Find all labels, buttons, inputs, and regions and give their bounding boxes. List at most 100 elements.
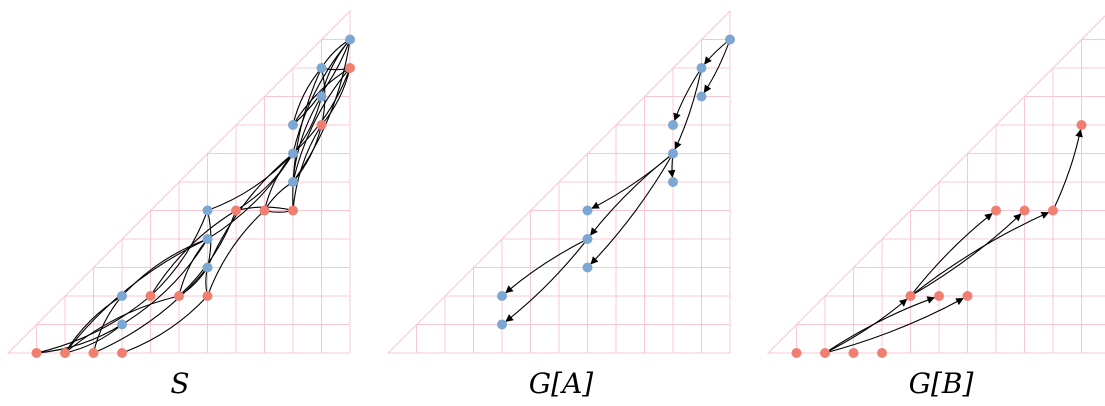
- blue-node: [202, 262, 213, 273]
- edge: [591, 153, 674, 209]
- blue-node: [696, 63, 707, 73]
- blue-node: [345, 34, 355, 45]
- edge: [206, 210, 265, 297]
- panel-s: [6, 9, 355, 358]
- red-node: [145, 291, 156, 301]
- red-node: [288, 205, 298, 216]
- red-node: [259, 205, 270, 216]
- edge: [590, 153, 674, 265]
- edge: [235, 153, 294, 211]
- triangle-outline: [766, 15, 1105, 354]
- red-node: [231, 205, 241, 216]
- blue-node: [316, 63, 327, 73]
- red-node: [88, 348, 99, 358]
- red-node: [934, 291, 944, 301]
- edge: [121, 238, 208, 297]
- red-node: [991, 205, 1001, 216]
- edge: [704, 39, 731, 65]
- edge: [824, 296, 936, 354]
- blue-node: [582, 205, 593, 216]
- red-node: [60, 348, 70, 358]
- panel-g-b: [766, 15, 1105, 358]
- grid: [416, 39, 730, 353]
- edge: [674, 67, 703, 150]
- edge: [321, 67, 351, 126]
- blue-node: [117, 291, 127, 301]
- edge: [703, 39, 731, 93]
- edge: [64, 295, 180, 354]
- red-node: [1048, 205, 1058, 216]
- grid: [36, 39, 350, 353]
- caption-g-b: G[B]: [909, 367, 974, 400]
- caption-g-a: G[A]: [529, 367, 594, 400]
- edge: [292, 124, 322, 211]
- edge: [292, 96, 322, 183]
- edge: [36, 324, 123, 354]
- blue-node: [288, 177, 298, 187]
- triangle-outline: [6, 9, 351, 354]
- edge: [64, 324, 123, 354]
- red-node: [848, 348, 859, 358]
- red-node: [820, 348, 830, 358]
- blue-node: [668, 148, 678, 159]
- edge: [64, 295, 123, 354]
- red-node: [117, 348, 127, 358]
- blue-node: [582, 262, 593, 273]
- triangle-outline: [386, 9, 731, 354]
- edge: [590, 153, 674, 236]
- edge: [36, 295, 151, 354]
- edge: [505, 238, 588, 322]
- grid: [796, 39, 1105, 353]
- edge: [910, 213, 1022, 297]
- edge: [207, 153, 294, 212]
- red-node: [791, 348, 802, 358]
- blue-node: [668, 177, 678, 187]
- edge: [64, 238, 208, 354]
- edge: [150, 210, 209, 297]
- edge: [292, 124, 323, 183]
- blue-node: [725, 34, 735, 45]
- edge: [505, 238, 588, 294]
- edge: [263, 153, 294, 211]
- red-node: [345, 63, 355, 73]
- edge: [1052, 129, 1083, 211]
- blue-node: [202, 234, 213, 244]
- panel-g-a: [386, 9, 735, 354]
- blue-node: [288, 148, 298, 159]
- edge: [824, 297, 964, 354]
- edge: [320, 39, 351, 97]
- blue-node: [202, 205, 213, 216]
- red-node: [31, 348, 42, 358]
- edge: [292, 67, 322, 126]
- edge: [178, 238, 208, 297]
- edge: [910, 213, 993, 297]
- red-node: [962, 291, 973, 301]
- blue-node: [497, 319, 507, 330]
- red-node: [1076, 120, 1087, 130]
- blue-node: [696, 91, 707, 102]
- edge: [292, 96, 323, 154]
- edge: [910, 211, 1050, 297]
- red-node: [877, 348, 887, 358]
- blue-node: [497, 291, 507, 301]
- edge: [121, 295, 208, 354]
- red-node: [174, 291, 184, 301]
- blue-node: [316, 91, 327, 102]
- edge: [292, 67, 351, 183]
- red-node: [905, 291, 916, 301]
- blue-node: [288, 120, 298, 130]
- edge: [673, 67, 702, 122]
- edge: [292, 67, 351, 154]
- blue-node: [117, 319, 127, 330]
- edge: [824, 298, 908, 354]
- caption-s: S: [170, 367, 189, 400]
- red-node: [1019, 205, 1030, 216]
- blue-node: [668, 120, 678, 130]
- edge: [292, 67, 322, 211]
- red-node: [316, 120, 327, 130]
- blue-node: [582, 234, 593, 244]
- edge: [121, 238, 208, 325]
- red-node: [202, 291, 213, 301]
- edge: [178, 210, 237, 297]
